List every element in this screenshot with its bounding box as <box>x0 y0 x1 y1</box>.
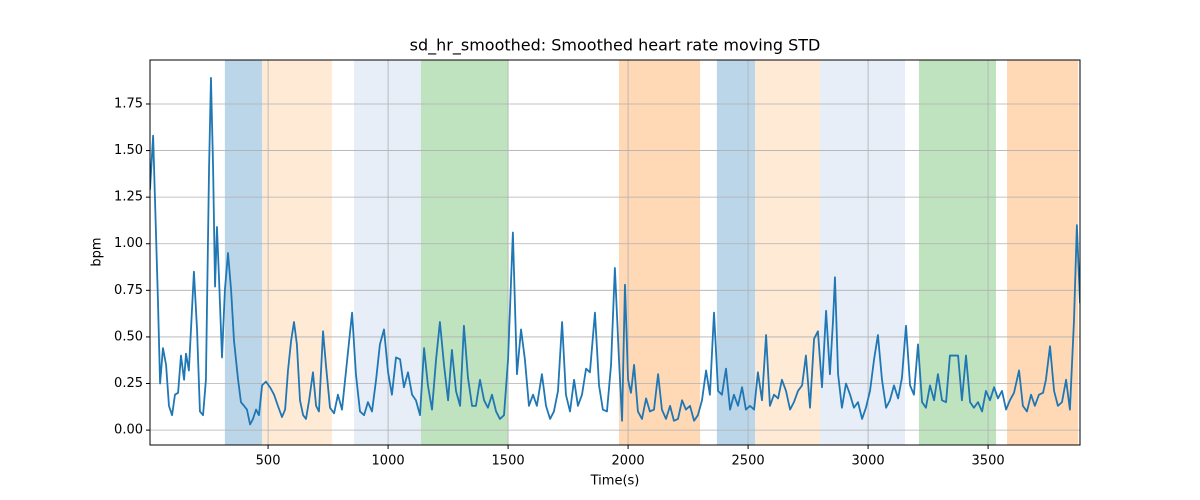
y-tick-label: 1.00 <box>114 236 143 251</box>
y-axis-label: bpm <box>90 237 105 266</box>
y-tick-label: 1.50 <box>114 143 143 158</box>
y-tick-label: 0.25 <box>114 376 143 391</box>
shaded-span <box>262 60 332 445</box>
x-tick-label: 2500 <box>732 454 765 469</box>
y-tick-label: 0.75 <box>114 283 143 298</box>
x-axis-label: Time(s) <box>590 474 640 489</box>
plot-frame <box>149 59 1081 446</box>
x-tick-label: 500 <box>256 454 281 469</box>
data-line <box>150 76 1080 426</box>
x-tick-label: 1000 <box>372 454 405 469</box>
shaded-span <box>755 60 821 445</box>
x-tick-label: 3000 <box>852 454 885 469</box>
shaded-span <box>420 60 509 445</box>
x-tick-label: 3500 <box>972 454 1005 469</box>
y-tick-label: 1.25 <box>114 190 143 205</box>
y-tick-label: 1.75 <box>114 96 143 111</box>
shaded-span <box>820 60 906 445</box>
y-tick-label: 0.00 <box>114 423 143 438</box>
y-tick-label: 0.50 <box>114 329 143 344</box>
x-tick-label: 2000 <box>612 454 645 469</box>
shaded-span <box>224 60 263 445</box>
shaded-span <box>918 60 996 445</box>
x-tick-label: 1500 <box>492 454 525 469</box>
chart-title: sd_hr_smoothed: Smoothed heart rate movi… <box>410 36 821 56</box>
